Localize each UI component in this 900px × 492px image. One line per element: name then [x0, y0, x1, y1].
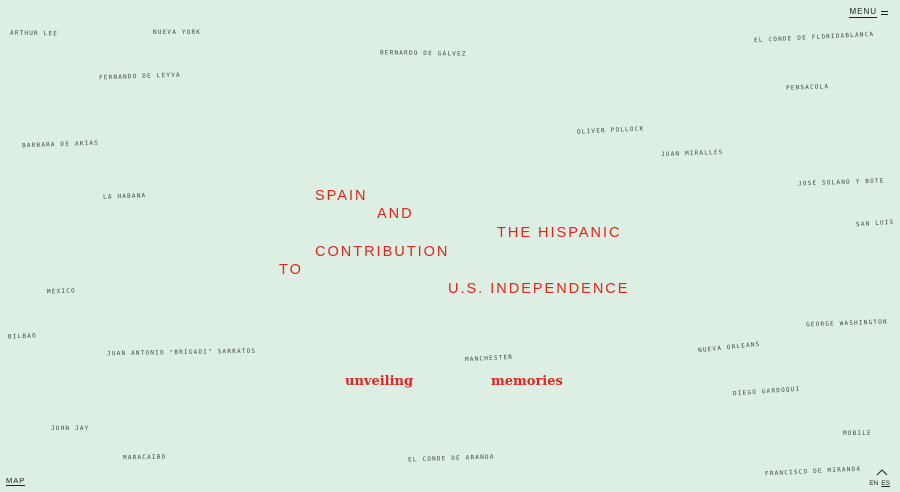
tagline-word: memories [491, 374, 563, 389]
title-word: THE HISPANIC [497, 225, 622, 241]
place-label[interactable]: Francisco de Miranda [764, 465, 862, 478]
place-label[interactable]: México [46, 287, 76, 296]
place-label[interactable]: Barbara de Arias [21, 139, 100, 150]
lang-es-link[interactable]: ES [881, 480, 890, 487]
lang-en-link[interactable]: EN [869, 480, 879, 487]
place-label[interactable]: La Habana [102, 192, 147, 201]
tagline-word: unveiling [345, 374, 414, 389]
map-link[interactable]: MAP [6, 476, 26, 486]
place-label[interactable]: Arthur Lee [9, 29, 59, 38]
place-label[interactable]: El Conde de Floridablanca [753, 30, 875, 45]
place-label[interactable]: San Luis [855, 218, 895, 229]
place-label[interactable]: Oliver Pollock [576, 125, 645, 136]
place-label[interactable]: Diego Gardoqui [732, 385, 801, 398]
chevron-up-icon[interactable] [876, 468, 888, 476]
language-switch: EN ES [869, 480, 890, 487]
place-label[interactable]: Nueva Orleans [697, 340, 761, 355]
place-label[interactable]: Maracaibo [122, 453, 167, 462]
place-label[interactable]: Bernardo de Gálvez [379, 49, 467, 58]
title-word: U.S. INDEPENDENCE [448, 281, 630, 297]
place-label[interactable]: Juan Miralles [660, 148, 724, 159]
place-label[interactable]: George Washington [805, 318, 888, 329]
title-word: CONTRIBUTION [315, 244, 450, 260]
menu-label: MENU [849, 7, 877, 18]
title-word: TO [279, 262, 303, 278]
place-label[interactable]: El Conde de Aranda [407, 453, 495, 464]
place-label[interactable]: Juan Antonio "Brigadi" Sarratos [106, 347, 257, 358]
hamburger-icon [881, 10, 888, 15]
place-label[interactable]: John Jay [51, 425, 90, 432]
place-label[interactable]: Nueva York [153, 29, 202, 36]
title-word: SPAIN [315, 188, 368, 204]
place-label[interactable]: Pensacola [785, 83, 830, 92]
place-label[interactable]: Mobile [843, 430, 872, 437]
place-label[interactable]: Bilbao [7, 332, 37, 341]
menu-button[interactable]: MENU [849, 7, 888, 18]
place-label[interactable]: Manchester [464, 353, 514, 364]
place-label[interactable]: Fernando de Leyva [98, 71, 181, 82]
title-word: AND [377, 206, 414, 222]
place-label[interactable]: José Solano y Bote [797, 177, 885, 188]
